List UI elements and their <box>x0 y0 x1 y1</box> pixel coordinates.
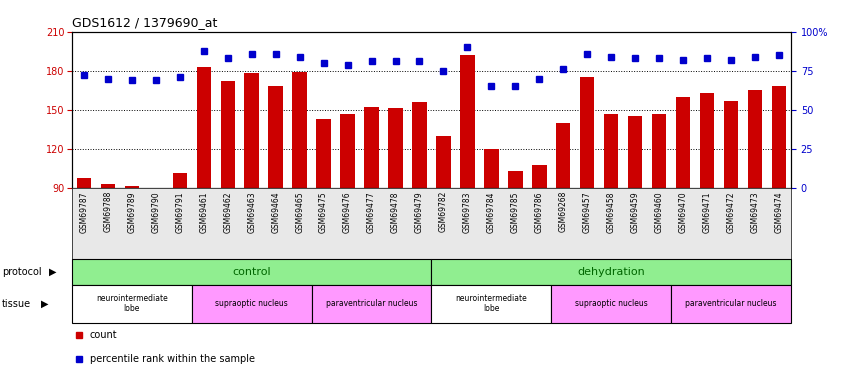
Text: percentile rank within the sample: percentile rank within the sample <box>90 354 255 364</box>
Bar <box>552 285 671 322</box>
Text: GSM69476: GSM69476 <box>343 191 352 232</box>
Bar <box>244 74 259 188</box>
Bar <box>652 114 667 188</box>
Text: GSM69475: GSM69475 <box>319 191 328 232</box>
Bar <box>431 285 552 322</box>
Text: protocol: protocol <box>2 267 41 277</box>
Text: count: count <box>90 330 118 340</box>
Bar <box>460 55 475 188</box>
Text: GSM69786: GSM69786 <box>535 191 544 232</box>
Bar <box>580 77 595 188</box>
Text: GSM69789: GSM69789 <box>128 191 136 232</box>
Bar <box>556 123 570 188</box>
Text: GSM69782: GSM69782 <box>439 191 448 232</box>
Text: GSM69472: GSM69472 <box>727 191 735 232</box>
Text: GSM69461: GSM69461 <box>200 191 208 232</box>
Bar <box>221 81 235 188</box>
Text: GSM69783: GSM69783 <box>463 191 472 232</box>
Text: GSM69474: GSM69474 <box>775 191 783 232</box>
Text: tissue: tissue <box>2 299 30 309</box>
Bar <box>748 90 762 188</box>
Bar <box>77 178 91 188</box>
Bar <box>293 72 307 188</box>
Bar <box>316 119 331 188</box>
Text: supraoptic nucleus: supraoptic nucleus <box>575 299 647 308</box>
Text: GSM69460: GSM69460 <box>655 191 663 232</box>
Bar <box>124 186 139 188</box>
Text: GSM69790: GSM69790 <box>151 191 160 232</box>
Text: GSM69458: GSM69458 <box>607 191 616 232</box>
Bar <box>724 100 739 188</box>
Text: GSM69459: GSM69459 <box>631 191 640 232</box>
Bar <box>311 285 431 322</box>
Text: supraoptic nucleus: supraoptic nucleus <box>216 299 288 308</box>
Bar <box>412 102 426 188</box>
Bar <box>700 93 714 188</box>
Text: GSM69784: GSM69784 <box>487 191 496 232</box>
Text: ▶: ▶ <box>49 267 57 277</box>
Text: GSM69463: GSM69463 <box>247 191 256 232</box>
Text: GSM69479: GSM69479 <box>415 191 424 232</box>
Bar <box>431 259 791 285</box>
Text: GSM69470: GSM69470 <box>678 191 688 232</box>
Text: dehydration: dehydration <box>577 267 645 277</box>
Text: GSM69473: GSM69473 <box>750 191 760 232</box>
Text: GSM69465: GSM69465 <box>295 191 304 232</box>
Bar <box>101 184 115 188</box>
Text: GSM69464: GSM69464 <box>272 191 280 232</box>
Text: ▶: ▶ <box>41 299 48 309</box>
Bar <box>604 114 618 188</box>
Bar <box>532 165 547 188</box>
Text: GDS1612 / 1379690_at: GDS1612 / 1379690_at <box>72 16 217 29</box>
Bar <box>173 173 187 188</box>
Text: GSM69268: GSM69268 <box>559 191 568 232</box>
Bar <box>388 108 403 188</box>
Bar <box>196 67 211 188</box>
Text: GSM69477: GSM69477 <box>367 191 376 232</box>
Bar <box>365 107 379 188</box>
Bar <box>340 114 354 188</box>
Bar <box>72 285 192 322</box>
Bar <box>628 116 642 188</box>
Bar <box>676 97 690 188</box>
Text: paraventricular nucleus: paraventricular nucleus <box>326 299 417 308</box>
Text: neurointermediate
lobe: neurointermediate lobe <box>455 294 527 314</box>
Text: paraventricular nucleus: paraventricular nucleus <box>685 299 777 308</box>
Bar <box>508 171 523 188</box>
Bar <box>72 259 431 285</box>
Bar <box>671 285 791 322</box>
Text: control: control <box>233 267 271 277</box>
Text: GSM69787: GSM69787 <box>80 191 88 232</box>
Bar <box>268 86 283 188</box>
Text: GSM69791: GSM69791 <box>175 191 184 232</box>
Text: GSM69462: GSM69462 <box>223 191 232 232</box>
Text: GSM69457: GSM69457 <box>583 191 591 232</box>
Bar <box>437 136 451 188</box>
Text: GSM69788: GSM69788 <box>103 191 113 232</box>
Bar <box>772 86 786 188</box>
Text: GSM69478: GSM69478 <box>391 191 400 232</box>
Bar <box>484 148 498 188</box>
Bar <box>192 285 311 322</box>
Text: neurointermediate
lobe: neurointermediate lobe <box>96 294 168 314</box>
Text: GSM69785: GSM69785 <box>511 191 519 232</box>
Text: GSM69471: GSM69471 <box>703 191 711 232</box>
